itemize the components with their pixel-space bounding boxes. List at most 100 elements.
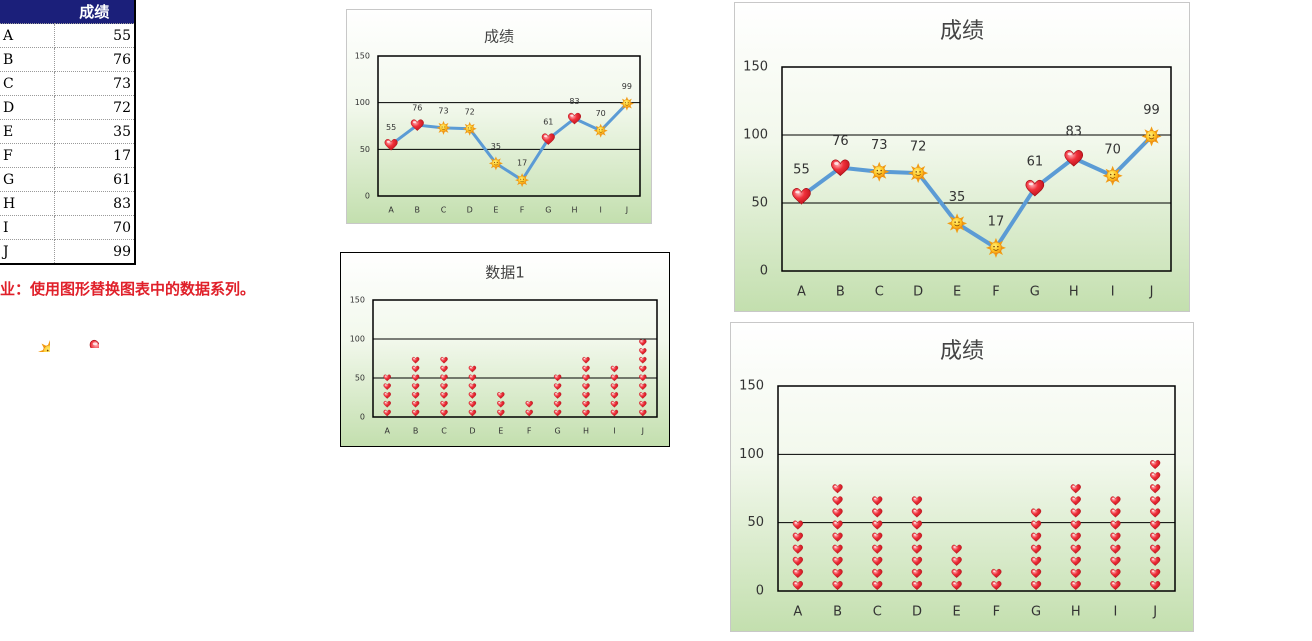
x-tick-label: I bbox=[613, 427, 615, 436]
x-tick-label: B bbox=[833, 605, 842, 620]
row-label[interactable]: A bbox=[0, 23, 55, 48]
chart-title: 数据1 bbox=[485, 264, 525, 282]
x-tick-label: D bbox=[913, 285, 923, 300]
x-tick-label: E bbox=[498, 427, 503, 436]
row-label[interactable]: J bbox=[0, 239, 55, 265]
plot-area bbox=[781, 66, 1172, 272]
sun-marker[interactable] bbox=[868, 161, 890, 183]
sun-marker[interactable] bbox=[946, 212, 968, 234]
plot-area bbox=[377, 55, 641, 197]
data-label: 35 bbox=[491, 142, 501, 151]
table-row: F 17 bbox=[0, 143, 135, 168]
bar[interactable] bbox=[496, 392, 505, 417]
sun-marker[interactable] bbox=[1102, 165, 1124, 187]
row-label[interactable]: I bbox=[0, 215, 55, 240]
row-score[interactable]: 61 bbox=[54, 167, 135, 192]
sun-marker[interactable] bbox=[593, 123, 608, 138]
table-row: E 35 bbox=[0, 119, 135, 144]
data-label: 73 bbox=[871, 138, 888, 153]
data-label: 72 bbox=[910, 140, 927, 155]
bar-chart-4[interactable]: 成绩 0 50 100 150 A B C D E F G H I J bbox=[730, 322, 1194, 632]
y-tick-label: 50 bbox=[751, 196, 768, 211]
table-row: D 72 bbox=[0, 95, 135, 120]
sun-icon[interactable] bbox=[26, 328, 50, 352]
x-tick-label: C bbox=[875, 285, 884, 300]
row-score[interactable]: 83 bbox=[54, 191, 135, 216]
data-label: 35 bbox=[949, 190, 966, 205]
bar[interactable] bbox=[638, 339, 647, 417]
chart-title: 成绩 bbox=[940, 19, 984, 44]
row-score[interactable]: 76 bbox=[54, 47, 135, 72]
heart-icon[interactable] bbox=[79, 330, 99, 348]
table-row: B 76 bbox=[0, 47, 135, 72]
sun-marker[interactable] bbox=[619, 96, 635, 111]
table-header-row: 成绩 bbox=[0, 0, 135, 24]
x-tick-label: I bbox=[600, 206, 602, 215]
data-label: 55 bbox=[386, 123, 396, 132]
sun-marker[interactable] bbox=[436, 120, 451, 136]
data-label: 61 bbox=[1027, 155, 1044, 170]
data-label: 70 bbox=[596, 109, 606, 118]
line-chart-1[interactable]: 成绩 0 50 100 150 A B C D E F G H I J 55 76 73 72 35 17 61 83 70 9… bbox=[346, 9, 652, 224]
x-tick-label: A bbox=[388, 206, 394, 215]
table-row: C 73 bbox=[0, 71, 135, 96]
x-tick-label: E bbox=[493, 206, 498, 215]
bar[interactable] bbox=[1070, 484, 1082, 591]
y-tick-label: 50 bbox=[360, 145, 370, 154]
y-tick-label: 0 bbox=[756, 584, 764, 599]
x-tick-label: D bbox=[469, 427, 475, 436]
x-tick-label: I bbox=[1111, 285, 1115, 300]
sun-marker[interactable] bbox=[1141, 125, 1162, 147]
row-score[interactable]: 99 bbox=[54, 239, 135, 265]
row-score[interactable]: 72 bbox=[54, 95, 135, 120]
chart-background bbox=[346, 9, 652, 224]
row-label[interactable]: G bbox=[0, 167, 55, 192]
sun-marker[interactable] bbox=[907, 162, 929, 184]
x-tick-label: F bbox=[993, 605, 1000, 620]
table-row: I 70 bbox=[0, 215, 135, 240]
x-tick-label: C bbox=[441, 206, 447, 215]
data-label: 99 bbox=[622, 82, 632, 91]
sun-marker[interactable] bbox=[462, 121, 477, 137]
x-tick-label: A bbox=[797, 285, 806, 300]
plot-area bbox=[372, 299, 658, 418]
data-label: 73 bbox=[438, 106, 448, 115]
x-tick-label: F bbox=[527, 427, 532, 436]
score-table: 成绩 A 55 B 76 C 73 D 72 E 35 F 17 G 61 H 83 I 70 J 99 bbox=[0, 0, 136, 265]
row-score[interactable]: 70 bbox=[54, 215, 135, 240]
y-tick-label: 150 bbox=[350, 296, 365, 305]
y-tick-label: 100 bbox=[743, 128, 768, 143]
row-label[interactable]: H bbox=[0, 191, 55, 216]
data-label: 17 bbox=[517, 159, 527, 168]
x-tick-label: B bbox=[413, 427, 419, 436]
data-label: 55 bbox=[793, 163, 810, 178]
header-name[interactable] bbox=[0, 0, 55, 24]
row-score[interactable]: 55 bbox=[54, 23, 135, 48]
row-score[interactable]: 17 bbox=[54, 143, 135, 168]
row-label[interactable]: F bbox=[0, 143, 55, 168]
y-tick-label: 150 bbox=[743, 60, 768, 75]
row-label[interactable]: B bbox=[0, 47, 55, 72]
x-tick-label: J bbox=[641, 427, 644, 436]
x-tick-label: E bbox=[953, 285, 961, 300]
header-score[interactable]: 成绩 bbox=[54, 0, 135, 24]
y-tick-label: 100 bbox=[739, 447, 764, 462]
sun-marker[interactable] bbox=[514, 172, 530, 188]
data-label: 99 bbox=[1143, 103, 1160, 118]
row-score[interactable]: 73 bbox=[54, 71, 135, 96]
row-label[interactable]: D bbox=[0, 95, 55, 120]
x-tick-label: J bbox=[625, 206, 628, 215]
sun-marker[interactable] bbox=[488, 156, 504, 171]
row-label[interactable]: E bbox=[0, 119, 55, 144]
x-tick-label: A bbox=[793, 605, 802, 620]
bar[interactable] bbox=[832, 484, 843, 591]
series-line bbox=[800, 134, 1153, 250]
x-tick-label: B bbox=[836, 285, 845, 300]
y-tick-label: 100 bbox=[355, 98, 370, 107]
line-chart-3[interactable]: 成绩 0 50 100 150 A B C D E F G H I J 55 76 73 72 35 17 61 83 70 9… bbox=[734, 2, 1190, 312]
sun-marker[interactable] bbox=[985, 237, 1007, 259]
row-label[interactable]: C bbox=[0, 71, 55, 96]
row-score[interactable]: 35 bbox=[54, 119, 135, 144]
data-label: 17 bbox=[988, 214, 1005, 229]
bar-chart-2[interactable]: 数据1 0 50 100 150 A B C D E F G H I J bbox=[340, 252, 670, 447]
